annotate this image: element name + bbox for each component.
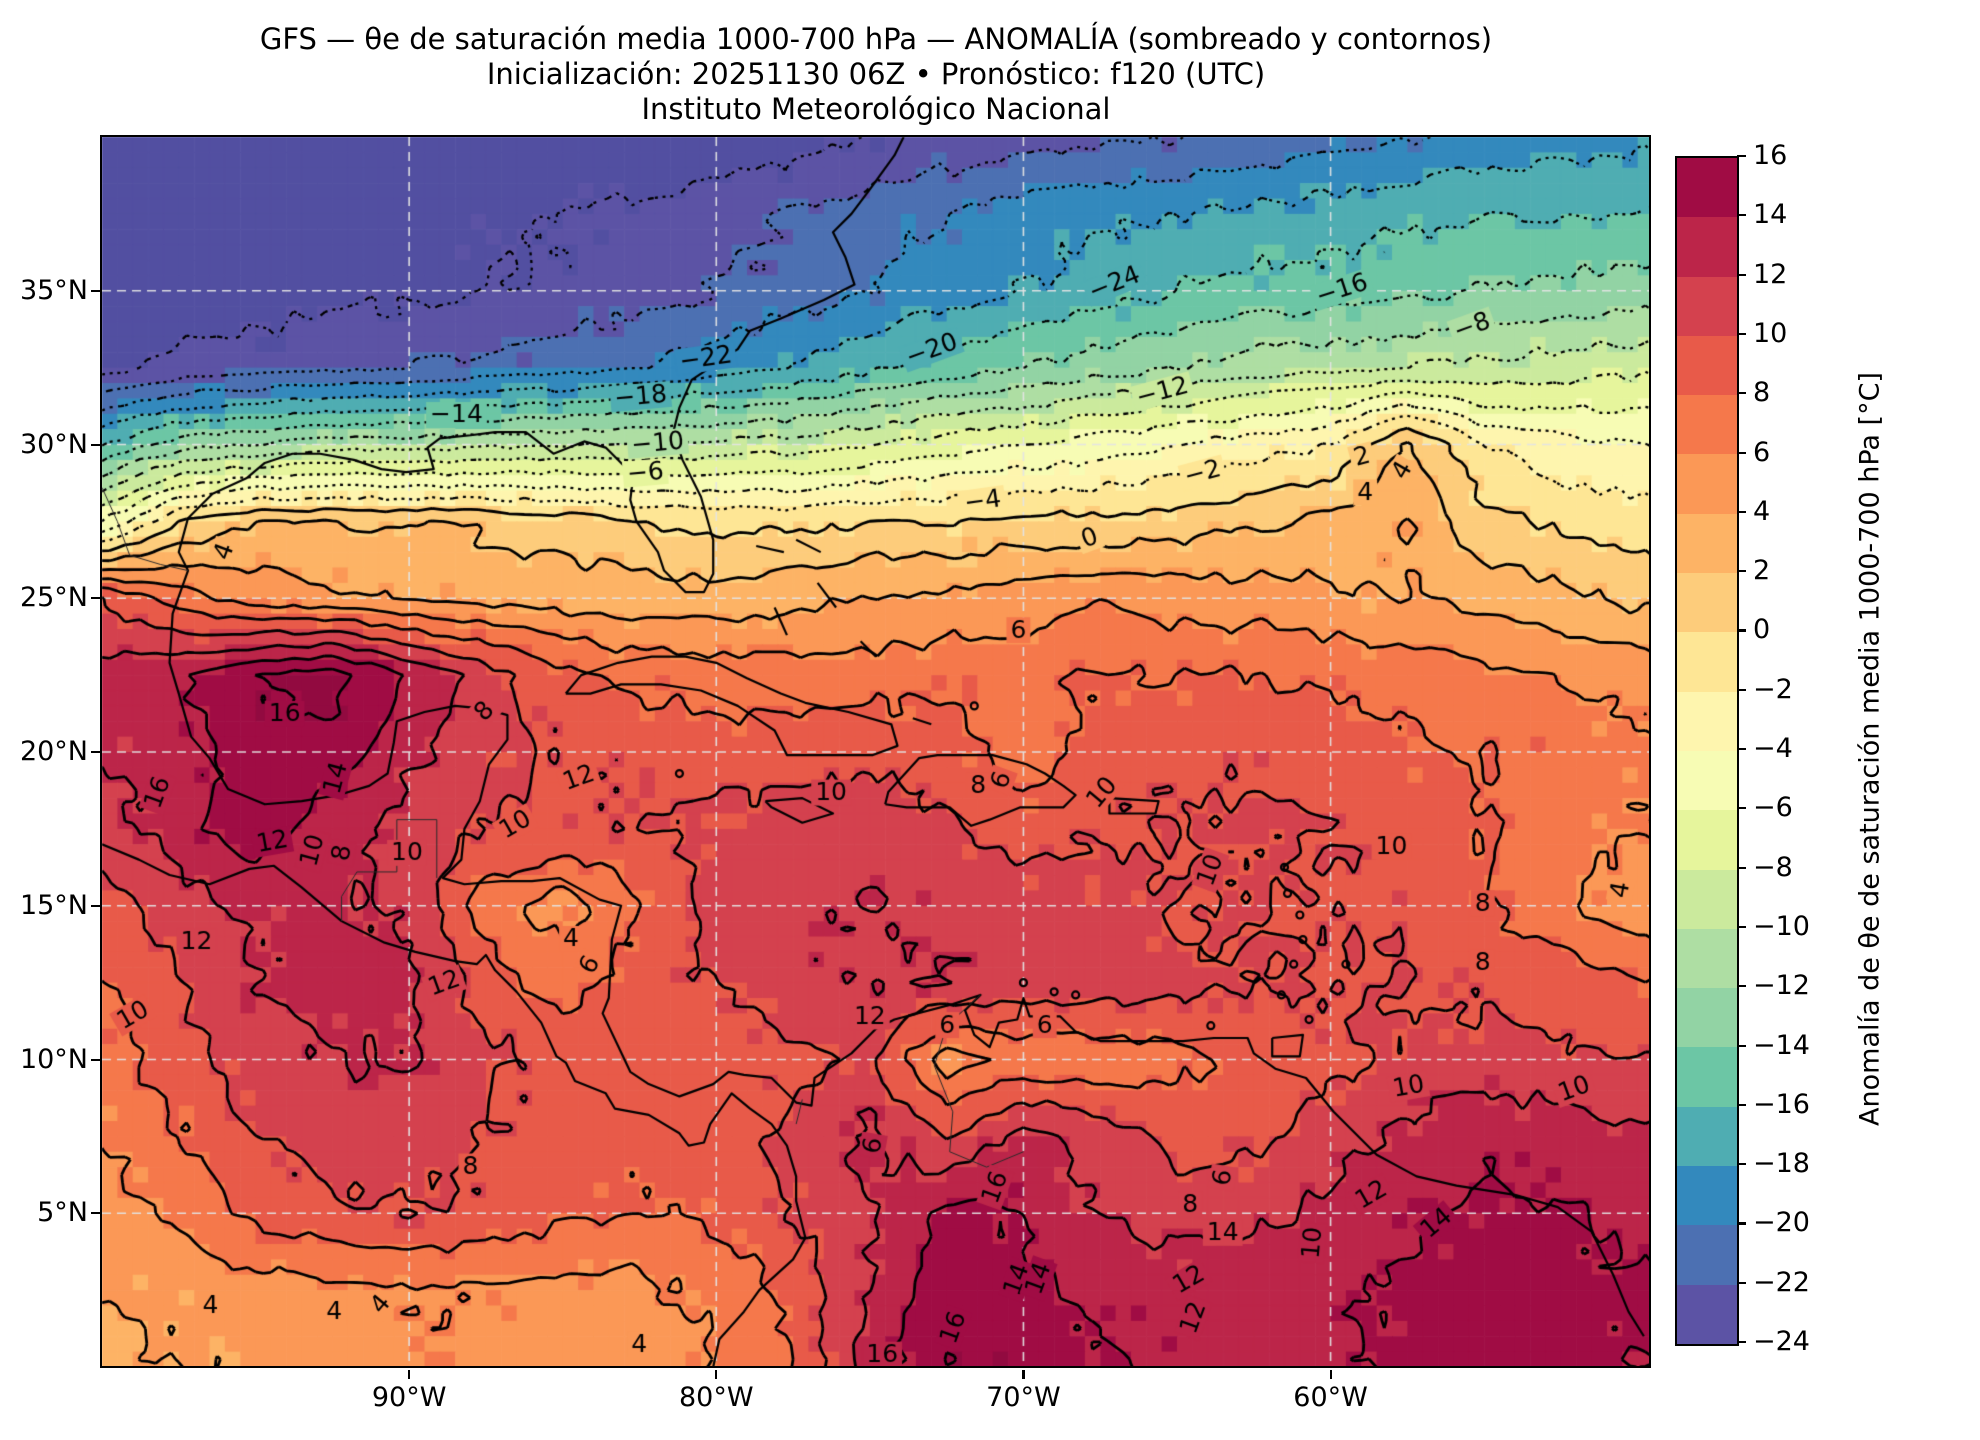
colorbar xyxy=(1675,156,1739,1346)
colorbar-segment xyxy=(1677,395,1737,455)
colorbar-tick-label: −16 xyxy=(1753,1088,1810,1120)
colorbar-segment xyxy=(1677,513,1737,574)
colorbar-segment xyxy=(1677,573,1737,633)
x-tick-label: 60°W xyxy=(1293,1382,1368,1413)
x-tick-mark xyxy=(715,1370,718,1379)
colorbar-tick-label: −22 xyxy=(1753,1266,1810,1298)
colorbar-tick-mark xyxy=(1737,925,1746,929)
colorbar-segment xyxy=(1677,1284,1737,1344)
y-tick-mark xyxy=(91,1058,100,1061)
y-tick-mark xyxy=(91,904,100,907)
colorbar-tick-mark xyxy=(1737,510,1746,513)
y-tick-mark xyxy=(91,443,100,446)
x-tick-label: 70°W xyxy=(986,1382,1061,1413)
colorbar-tick-mark xyxy=(1737,155,1746,158)
y-tick-label: 5°N xyxy=(37,1197,88,1229)
colorbar-tick-mark xyxy=(1737,1222,1746,1225)
colorbar-tick-mark xyxy=(1737,1281,1746,1284)
colorbar-tick-mark xyxy=(1737,1044,1746,1047)
colorbar-tick-label: 2 xyxy=(1753,555,1771,587)
colorbar-segment xyxy=(1677,1166,1737,1226)
colorbar-tick-label: 12 xyxy=(1753,258,1788,290)
colorbar-tick-label: −8 xyxy=(1753,851,1793,883)
colorbar-segment xyxy=(1677,1225,1737,1285)
colorbar-tick-mark xyxy=(1737,1341,1746,1344)
colorbar-segment xyxy=(1677,335,1737,396)
colorbar-segment xyxy=(1677,869,1737,929)
y-tick-mark xyxy=(91,289,100,292)
colorbar-tick-mark xyxy=(1737,392,1746,395)
colorbar-segment xyxy=(1677,750,1737,811)
y-tick-mark xyxy=(91,1212,100,1215)
y-tick-label: 30°N xyxy=(19,428,88,460)
y-tick-mark xyxy=(91,597,100,600)
colorbar-tick-mark xyxy=(1737,214,1746,217)
colorbar-tick-label: −4 xyxy=(1753,733,1793,764)
colorbar-tick-label: 6 xyxy=(1753,436,1771,468)
colorbar-tick-label: −14 xyxy=(1753,1029,1810,1061)
colorbar-tick-label: 10 xyxy=(1753,317,1788,349)
y-tick-mark xyxy=(91,751,100,754)
colorbar-tick-label: −10 xyxy=(1753,910,1810,942)
colorbar-tick-mark xyxy=(1737,629,1746,632)
colorbar-tick-label: −20 xyxy=(1753,1207,1810,1239)
colorbar-segment xyxy=(1677,928,1737,989)
y-tick-label: 20°N xyxy=(19,736,88,767)
y-tick-label: 25°N xyxy=(19,582,88,614)
y-tick-label: 35°N xyxy=(19,274,88,306)
colorbar-tick-mark xyxy=(1737,866,1746,869)
colorbar-segment xyxy=(1677,454,1737,514)
colorbar-tick-mark xyxy=(1737,570,1746,573)
colorbar-tick-mark xyxy=(1737,1163,1746,1166)
colorbar-tick-mark xyxy=(1737,332,1746,336)
x-tick-label: 90°W xyxy=(371,1382,447,1413)
colorbar-tick-label: −12 xyxy=(1753,970,1810,1002)
colorbar-segment xyxy=(1677,1047,1737,1107)
colorbar-tick-mark xyxy=(1737,1103,1746,1106)
colorbar-tick-label: 16 xyxy=(1753,140,1788,171)
colorbar-tick-label: −24 xyxy=(1753,1326,1810,1357)
colorbar-segment xyxy=(1677,158,1737,218)
colorbar-tick-mark xyxy=(1737,273,1746,276)
colorbar-tick-label: 8 xyxy=(1753,377,1771,409)
colorbar-tick-label: 0 xyxy=(1753,614,1771,646)
colorbar-title: Anomalía de θe de saturación media 1000-… xyxy=(1854,372,1886,1126)
colorbar-segment xyxy=(1677,1106,1737,1167)
colorbar-tick-mark xyxy=(1737,451,1746,454)
y-tick-label: 15°N xyxy=(19,889,88,921)
colorbar-segment xyxy=(1677,632,1737,692)
colorbar-segment xyxy=(1677,276,1737,336)
colorbar-segment xyxy=(1677,810,1737,870)
x-tick-mark xyxy=(408,1370,411,1379)
colorbar-segment xyxy=(1677,217,1737,277)
x-tick-label: 80°W xyxy=(679,1382,754,1413)
colorbar-tick-label: −18 xyxy=(1753,1148,1810,1180)
colorbar-tick-mark xyxy=(1737,748,1746,751)
colorbar-segment xyxy=(1677,691,1737,751)
colorbar-tick-mark xyxy=(1737,807,1746,810)
colorbar-tick-label: −2 xyxy=(1753,673,1793,705)
y-tick-label: 10°N xyxy=(19,1043,88,1075)
x-tick-mark xyxy=(1022,1370,1025,1379)
colorbar-tick-label: 4 xyxy=(1753,495,1771,527)
colorbar-tick-mark xyxy=(1737,688,1746,691)
colorbar-tick-label: −6 xyxy=(1753,792,1793,824)
colorbar-tick-label: 14 xyxy=(1753,199,1788,231)
colorbar-tick-mark xyxy=(1737,985,1746,988)
x-tick-mark xyxy=(1329,1370,1332,1379)
colorbar-segment xyxy=(1677,988,1737,1048)
